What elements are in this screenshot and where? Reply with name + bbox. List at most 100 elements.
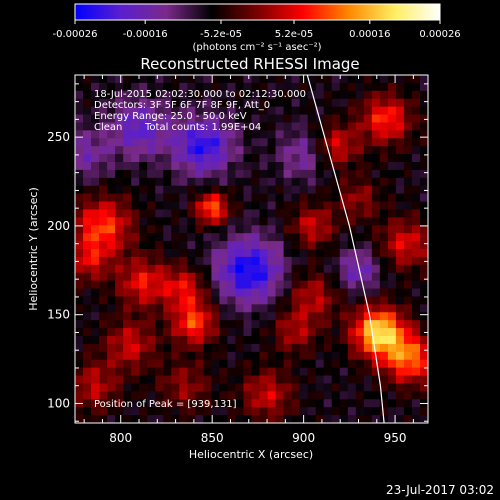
heatmap-cell <box>131 256 140 266</box>
heatmap-cell <box>395 169 405 179</box>
y-tick-label: 100 <box>47 396 70 410</box>
heatmap-cell <box>227 209 237 218</box>
heatmap-cell <box>275 185 285 195</box>
heatmap-cell <box>275 288 285 298</box>
heatmap-cell <box>91 146 100 155</box>
heatmap-cell <box>211 82 221 92</box>
heatmap-cell <box>75 249 84 258</box>
heatmap-cell <box>299 407 309 416</box>
heatmap-cell <box>83 162 92 171</box>
heatmap-cell <box>363 399 373 408</box>
heatmap-cell <box>131 336 140 345</box>
heatmap-cell <box>267 343 277 353</box>
heatmap-cell <box>155 177 164 187</box>
heatmap-cell <box>395 241 405 250</box>
heatmap-cell <box>267 169 277 179</box>
heatmap-cell <box>411 193 421 203</box>
heatmap-cell <box>243 82 253 92</box>
heatmap-cell <box>275 177 285 187</box>
heatmap-cell <box>283 122 293 131</box>
heatmap-cell <box>323 407 333 416</box>
heatmap-cell <box>147 241 156 250</box>
heatmap-cell <box>339 415 349 423</box>
heatmap-cell <box>331 399 341 408</box>
heatmap-cell <box>323 272 333 282</box>
heatmap-cell <box>179 320 188 329</box>
heatmap-cell <box>283 90 293 100</box>
heatmap-cell <box>363 407 373 416</box>
heatmap-cell <box>139 320 148 329</box>
heatmap-cell <box>195 336 204 345</box>
heatmap-cell <box>243 288 253 298</box>
heatmap-cell <box>75 114 84 124</box>
heatmap-cell <box>123 249 132 258</box>
heatmap-cell <box>179 90 188 100</box>
heatmap-cell <box>347 241 357 250</box>
heatmap-cell <box>235 320 245 329</box>
heatmap-cell <box>203 146 212 155</box>
heatmap-cell <box>363 359 373 369</box>
heatmap-cell <box>371 233 381 242</box>
heatmap-cell <box>283 82 293 92</box>
heatmap-cell <box>307 106 317 116</box>
heatmap-cell <box>91 185 100 195</box>
heatmap-cell <box>275 82 285 92</box>
heatmap-cell <box>155 415 164 423</box>
heatmap-cell <box>91 209 100 218</box>
heatmap-cell <box>291 256 301 266</box>
heatmap-cell <box>147 359 156 369</box>
heatmap-cell <box>307 351 317 361</box>
heatmap-cell <box>251 122 261 131</box>
heatmap-cell <box>123 256 132 266</box>
heatmap-cell <box>403 122 413 131</box>
peak-position-label: Position of Peak = [939,131] <box>94 399 237 410</box>
heatmap-cell <box>315 169 325 179</box>
heatmap-cell <box>115 249 124 258</box>
heatmap-cell <box>99 217 108 226</box>
heatmap-cell <box>355 130 365 139</box>
heatmap-cell <box>211 280 221 290</box>
heatmap-cell <box>419 185 428 195</box>
heatmap-cell <box>251 146 261 155</box>
heatmap-cell <box>411 320 421 329</box>
heatmap-cell <box>403 328 413 337</box>
heatmap-cell <box>187 383 196 392</box>
heatmap-cell <box>403 383 413 392</box>
heatmap-cell <box>315 249 325 258</box>
heatmap-cell <box>123 312 132 321</box>
heatmap-cell <box>179 241 188 250</box>
heatmap-cell <box>163 288 172 298</box>
heatmap-cell <box>99 399 108 408</box>
heatmap-cell <box>203 296 212 305</box>
heatmap-cell <box>123 122 132 131</box>
heatmap-cell <box>235 367 245 377</box>
heatmap-cell <box>307 359 317 369</box>
heatmap-cell <box>235 256 245 266</box>
heatmap-cell <box>163 343 172 353</box>
heatmap-cell <box>139 415 148 423</box>
heatmap-cell <box>283 201 293 211</box>
heatmap-cell <box>171 359 180 369</box>
heatmap-cell <box>323 130 333 139</box>
heatmap-cell <box>243 312 253 321</box>
heatmap-cell <box>371 383 381 392</box>
heatmap-cell <box>411 351 421 361</box>
heatmap-cell <box>315 225 325 234</box>
heatmap-cell <box>275 264 285 274</box>
heatmap-cell <box>83 90 92 100</box>
heatmap-cell <box>115 90 124 100</box>
heatmap-cell <box>115 375 124 385</box>
y-axis-label: Heliocentric Y (arcsec) <box>27 187 40 311</box>
heatmap-cell <box>235 169 245 179</box>
heatmap-cell <box>315 407 325 416</box>
heatmap-cell <box>307 169 317 179</box>
heatmap-cell <box>75 407 84 416</box>
plot-frame <box>74 74 429 424</box>
heatmap-cell <box>395 288 405 298</box>
heatmap-cell <box>123 75 132 84</box>
heatmap-cell <box>371 241 381 250</box>
heatmap-cell <box>91 328 100 337</box>
heatmap-cell <box>195 399 204 408</box>
heatmap-cell <box>83 98 92 108</box>
heatmap-cell <box>163 304 172 313</box>
